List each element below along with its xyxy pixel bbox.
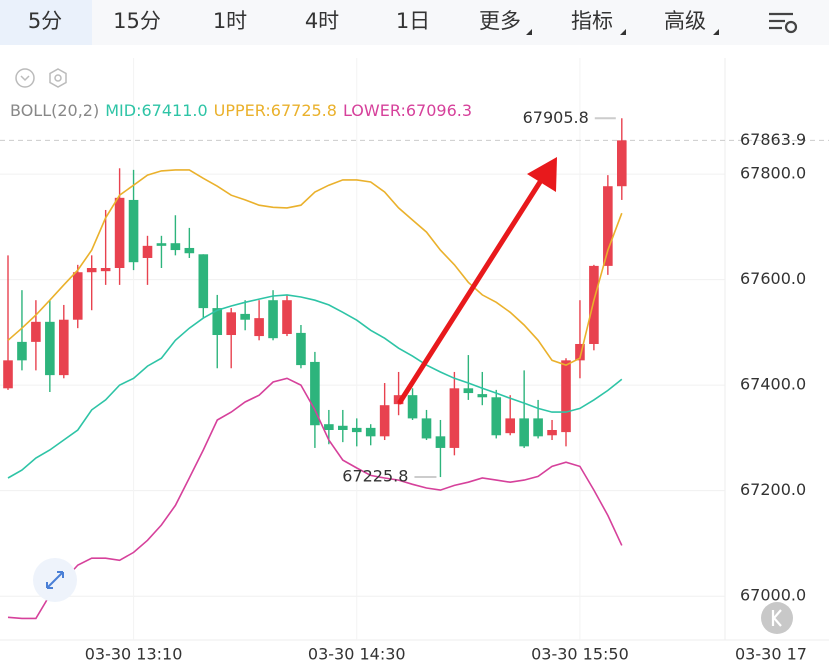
candle-body	[463, 388, 474, 394]
candle-body	[421, 418, 432, 439]
legend-value: 67411.0	[141, 101, 207, 120]
candle-body	[310, 361, 320, 426]
candle-body	[59, 319, 69, 376]
legend-name: UPPER:	[214, 101, 271, 120]
active-tab-bg	[0, 0, 92, 45]
y-tick-label: 67800.0	[740, 164, 806, 183]
tab[interactable]: 1时	[213, 9, 247, 33]
candle-body	[3, 360, 13, 389]
legend-value: 67096.3	[406, 101, 472, 120]
candle-body	[407, 395, 418, 419]
tabs: 5分 15分 1时 4时 1日 更多 指标 高级	[28, 9, 706, 33]
candle-body	[575, 343, 585, 361]
candle-body	[533, 418, 543, 437]
dropdown-arrows	[526, 29, 719, 35]
tab[interactable]: 15分	[113, 9, 161, 33]
y-tick-label: 67400.0	[740, 375, 806, 394]
candle-body	[17, 341, 27, 361]
candle-body	[100, 268, 111, 272]
y-tick-label: 67600.0	[740, 269, 806, 288]
legend-name: MID:	[105, 101, 141, 120]
labels: BOLL(20,2) MID:67411.0 UPPER:67725.8 LOWER:…	[10, 101, 807, 664]
min-label: 67225.8	[342, 467, 408, 486]
tab[interactable]: 4时	[305, 9, 339, 33]
candle-body	[142, 245, 153, 258]
tab[interactable]: 高级	[664, 9, 706, 33]
candle-body	[547, 429, 557, 436]
x-tick-label: 03-30 17	[735, 645, 807, 664]
candle-body	[296, 332, 306, 366]
candle-body	[170, 243, 181, 251]
boll-line	[7, 294, 623, 479]
candle-body	[561, 360, 571, 433]
candle-body	[449, 388, 460, 448]
candle-body	[338, 425, 348, 430]
candle-body	[86, 268, 97, 273]
candle-body	[212, 308, 223, 336]
boll-line	[7, 377, 623, 620]
candle-body	[184, 247, 195, 254]
tab-bar	[0, 0, 829, 45]
tab[interactable]: 更多	[479, 9, 521, 33]
candle-body	[198, 254, 209, 309]
candle-body	[491, 397, 502, 436]
indicator-name: BOLL(20,2)	[10, 101, 99, 120]
candle-body	[617, 140, 627, 187]
candle-body	[72, 272, 83, 320]
toolbar-icons[interactable]	[15, 68, 67, 88]
x-tick-label: 03-30 15:50	[531, 645, 629, 664]
candle-body	[603, 186, 613, 266]
tab[interactable]: 5分	[28, 9, 62, 33]
candle-body	[282, 300, 292, 334]
candle-body	[477, 394, 488, 398]
y-tick-label: 67000.0	[740, 586, 806, 605]
settings-icon[interactable]	[769, 12, 798, 34]
candle-body	[351, 427, 362, 433]
candle-body	[31, 321, 41, 342]
candle-body	[435, 436, 446, 448]
trend-arrow	[397, 157, 557, 405]
candle-body	[379, 405, 390, 437]
tab[interactable]: 1日	[396, 9, 430, 33]
candle-body	[254, 318, 264, 337]
legend-value: 67725.8	[271, 101, 337, 120]
back-button[interactable]	[761, 602, 793, 634]
candle-body	[519, 418, 529, 447]
boll-line	[7, 169, 623, 366]
grid	[0, 58, 829, 640]
x-tick-label: 03-30 14:30	[308, 645, 406, 664]
last-price-label: 67863.9	[740, 130, 806, 149]
candle-body	[268, 300, 278, 339]
candle-body	[114, 197, 125, 269]
candle-body	[324, 424, 334, 430]
candle-body	[589, 265, 599, 344]
candle-body	[240, 313, 250, 320]
candle-body	[226, 312, 236, 336]
y-tick-label: 67200.0	[740, 480, 806, 499]
indicator-legend: BOLL(20,2) MID:67411.0 UPPER:67725.8 LOWER:…	[10, 101, 472, 120]
tab[interactable]: 指标	[571, 9, 613, 33]
legend-name: LOWER:	[343, 101, 406, 120]
candle-body	[156, 243, 167, 246]
candle-body	[505, 418, 515, 434]
max-label: 67905.8	[523, 108, 589, 127]
expand-button[interactable]	[33, 558, 77, 602]
candle-body	[128, 199, 139, 263]
x-tick-label: 03-30 13:10	[85, 645, 183, 664]
candle-body	[45, 321, 55, 376]
candle-body	[365, 427, 376, 437]
plot	[3, 118, 627, 620]
